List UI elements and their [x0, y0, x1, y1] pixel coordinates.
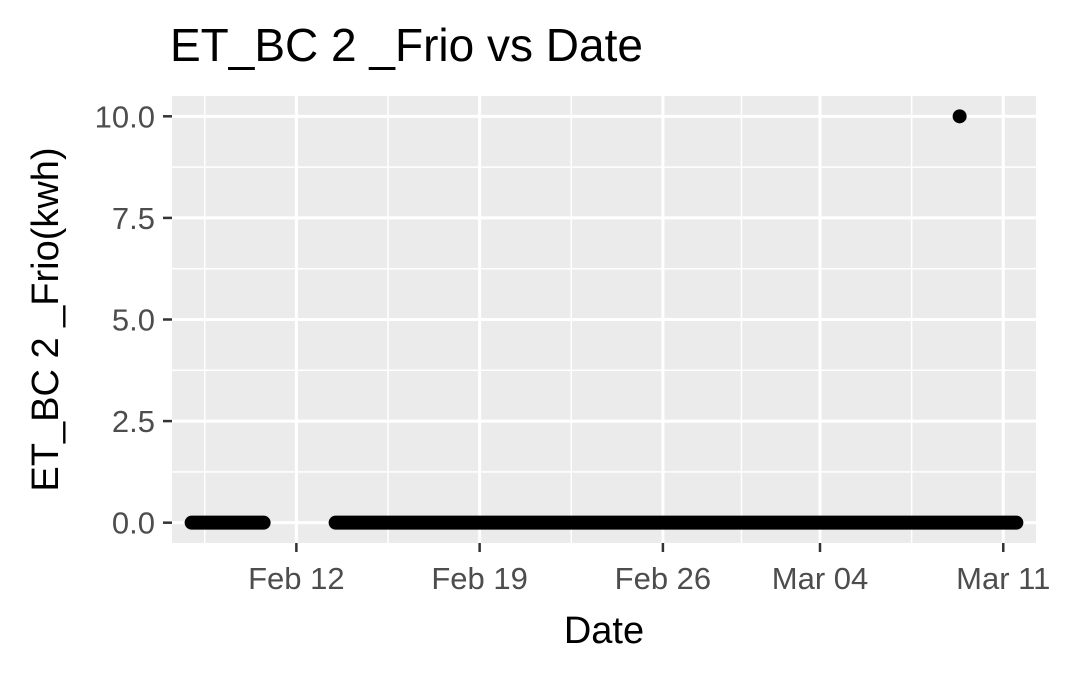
y-tick-label: 10.0 [95, 99, 155, 134]
grid-lines [172, 96, 1036, 543]
data-points [184, 109, 1024, 530]
x-tick-label: Mar 11 [956, 561, 1050, 596]
x-tick-label: Feb 12 [248, 561, 345, 596]
x-axis-title: Date [564, 610, 644, 652]
y-tick-label: 5.0 [112, 303, 155, 338]
x-tick-label: Feb 26 [615, 561, 712, 596]
x-tick-label: Feb 19 [431, 561, 528, 596]
y-tick-label: 2.5 [112, 404, 155, 439]
chart-title: ET_BC 2 _Frio vs Date [170, 19, 643, 71]
x-axis: Feb 12 Feb 19 Feb 26 Mar 04 Mar 11 [248, 543, 1050, 596]
data-point [952, 109, 967, 124]
y-axis: 0.0 2.5 5.0 7.5 10.0 [95, 99, 172, 541]
y-axis-title: ET_BC 2 _Frio(kwh) [25, 147, 67, 491]
x-tick-label: Mar 04 [772, 561, 868, 596]
y-tick-label: 7.5 [112, 201, 155, 236]
y-tick-label: 0.0 [112, 506, 155, 541]
